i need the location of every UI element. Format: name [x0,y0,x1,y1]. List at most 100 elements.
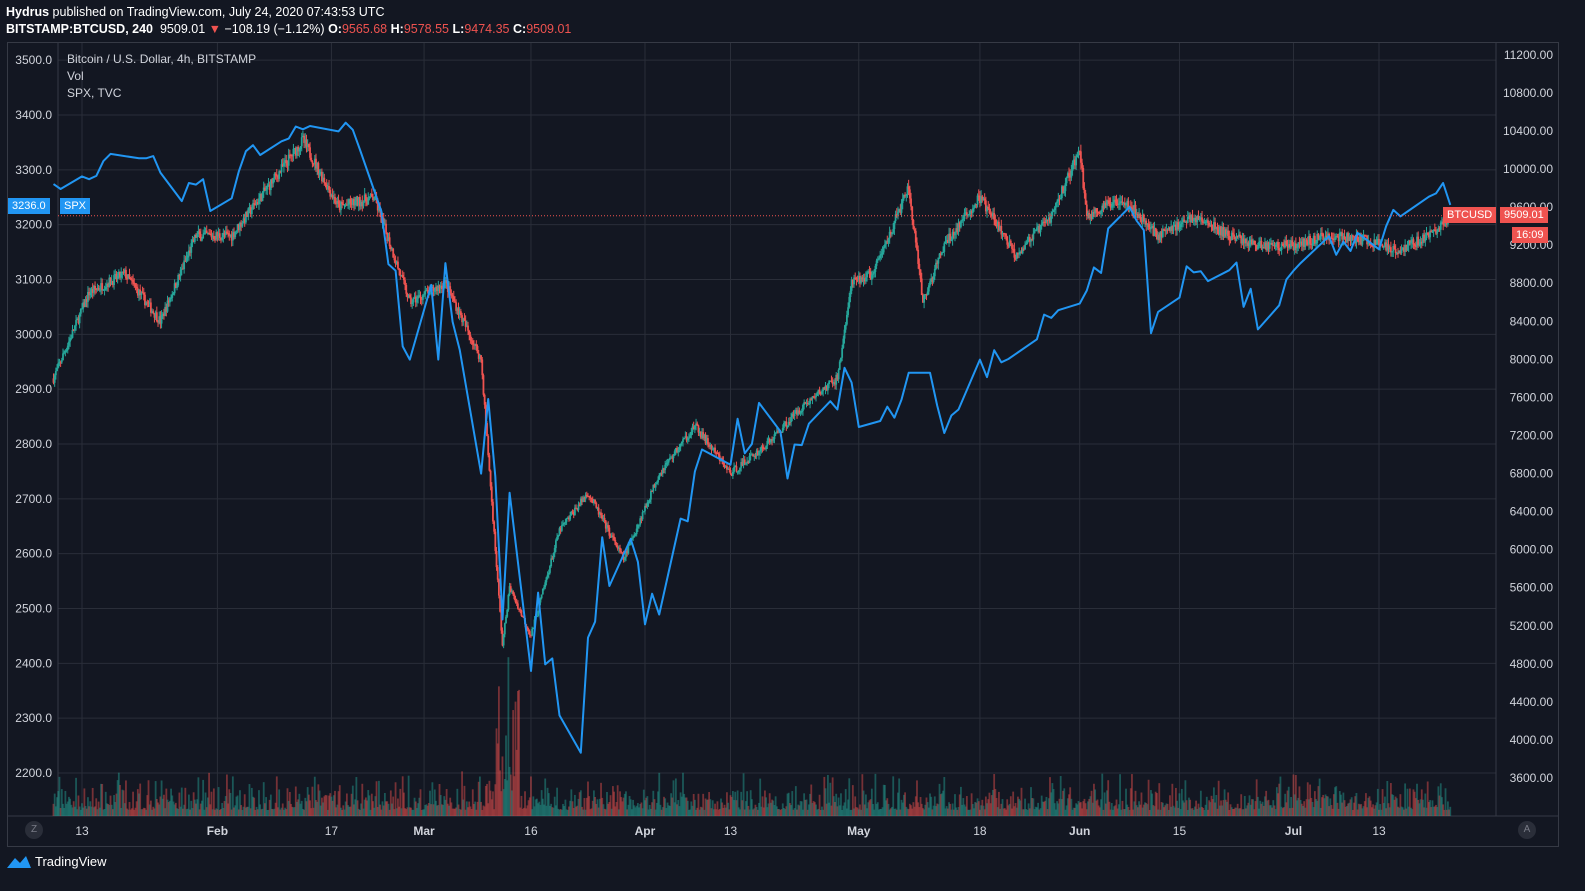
volume-bar [1373,808,1376,816]
legend-vol[interactable]: Vol [67,69,84,83]
time-tick-label: Jul [1285,824,1302,838]
candle-body [1407,240,1410,246]
candle-body [84,299,87,307]
volume-bar [1108,801,1111,816]
auto-zoom-icon[interactable]: Z [25,821,43,839]
volume-bar [315,800,317,816]
volume-bar [172,801,175,816]
candle-body [992,213,994,217]
volume-bar [480,801,482,816]
volume-bar [1303,801,1306,816]
candle-body [938,253,941,258]
symbol-label[interactable]: BITSTAMP:BTCUSD, 240 [6,22,154,36]
legend-main[interactable]: Bitcoin / U.S. Dollar, 4h, BITSTAMP [67,52,257,66]
volume-bar [1202,807,1205,816]
volume-bar [962,798,965,816]
candle-body [594,499,596,503]
candle-body [836,374,839,380]
volume-bar [64,790,67,816]
volume-bar [730,796,733,816]
candle-body [1343,235,1346,239]
volume-bar [989,803,992,816]
candle-body [1429,230,1431,238]
candle-body [1077,150,1080,156]
candle-body [290,154,292,156]
publisher-name[interactable]: Hydrus [6,5,50,19]
candle-body [809,398,811,404]
candle-body [364,194,367,201]
right-tick-label: 10800.00 [1503,86,1553,100]
volume-bar [888,809,891,816]
candle-body [803,402,806,405]
candle-body [889,231,892,235]
volume-bar [1184,780,1187,816]
candle-body [360,201,363,207]
volume-bar [330,796,333,816]
volume-bar [880,809,883,816]
volume-bar [1331,808,1334,816]
candle-body [968,214,971,216]
candle-body [210,234,213,238]
tradingview-brand[interactable]: TradingView [6,853,107,869]
candle-body [267,184,270,186]
left-tick-label: 2900.0 [15,382,52,396]
volume-bar [1098,807,1101,816]
volume-bar [588,796,591,816]
volume-bar [487,803,490,816]
candle-body [248,207,251,209]
volume-bar [1243,795,1246,816]
volume-bar [306,787,309,816]
candle-body [1335,236,1338,238]
volume-bar [129,809,132,816]
candle-body [1166,229,1169,231]
volume-bar [785,806,788,816]
volume-bar [900,799,903,816]
volume-bar [1106,790,1108,816]
volume-bar [570,789,573,816]
candle-body [161,313,164,315]
candle-body [1304,240,1307,247]
legend-compare[interactable]: SPX, TVC [67,86,122,100]
volume-bar [401,776,404,816]
candle-body [830,380,833,382]
volume-bar [1381,789,1384,816]
volume-bar [733,800,735,816]
volume-bar [815,804,817,816]
volume-bar [589,809,592,816]
candle-body [1389,247,1392,253]
candle-body [1064,183,1067,192]
candle-body [138,289,140,296]
candle-body [140,292,143,296]
right-tick-label: 3600.00 [1510,771,1554,785]
candle-body [837,369,840,380]
candle-body [117,271,120,276]
volume-bar [825,803,828,816]
volume-bar [686,800,689,816]
volume-bar [197,777,200,816]
volume-bar [412,809,415,816]
candle-body [153,313,156,318]
volume-bar [582,809,585,816]
auto-scale-icon[interactable]: A [1518,821,1536,839]
volume-bar [259,804,262,816]
volume-bar [297,799,300,816]
candle-body [759,450,762,452]
volume-bar [633,805,636,816]
candle-body [834,382,836,385]
volume-bar [1096,799,1099,816]
volume-bar [1324,794,1327,816]
candle-body [769,439,772,443]
candle-body [562,524,564,526]
volume-bar [557,808,560,816]
candle-body [1085,204,1088,216]
candle-body [850,279,853,291]
volume-bar [1253,809,1256,816]
volume-bar [727,802,730,816]
volume-bar [1117,804,1120,816]
volume-bar [1293,794,1296,816]
volume-bar [243,794,246,816]
volume-bar [737,807,740,816]
volume-bar [634,807,637,816]
volume-bar [1051,783,1054,816]
